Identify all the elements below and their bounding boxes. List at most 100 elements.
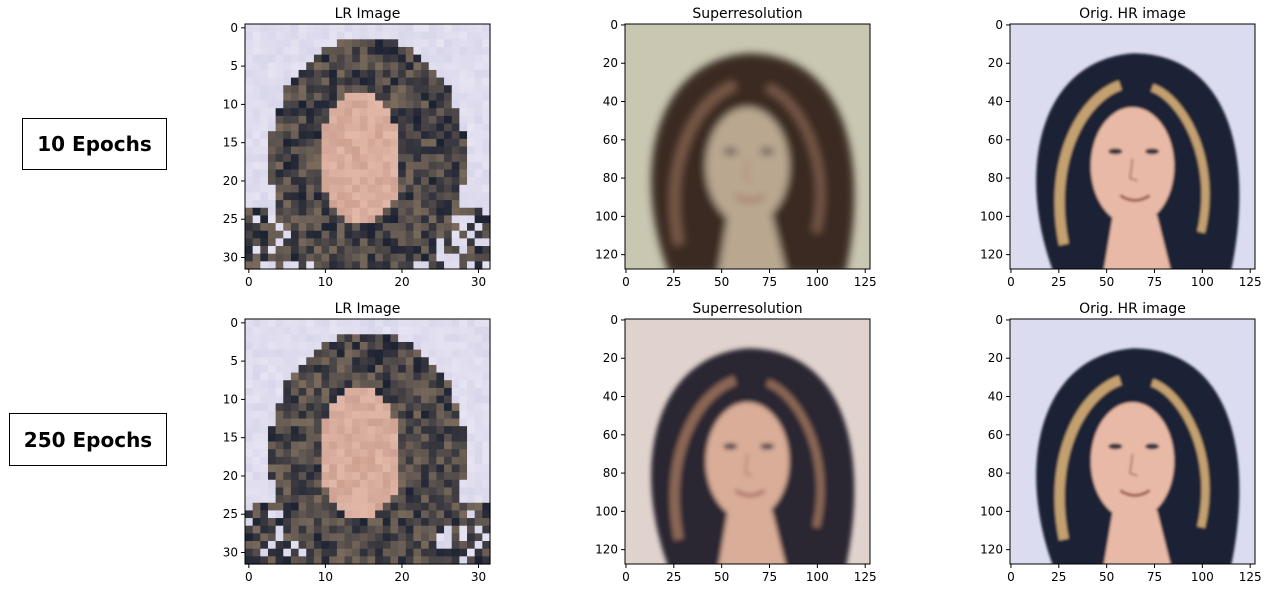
x-tick-label: 75 [762,275,777,289]
x-tick-label: 125 [854,275,877,289]
image-plot: Superresolution 0 20 40 60 80 100 120 0 25 50 75 100… [595,301,877,584]
y-tick-label: 60 [603,133,618,147]
row-label-250-epochs: 250 Epochs [9,413,167,466]
x-tick-label: 50 [714,570,729,584]
panel-sr-250: Superresolution 0 20 40 60 80 100 120 0 25 50 75 100… [585,297,885,587]
image-plot: Orig. HR image 0 20 40 60 80 100 120 0 25 50 75 100 1… [980,6,1262,289]
y-tick-label: 15 [223,136,238,150]
y-tick-label: 20 [603,56,618,70]
y-tick-label: 120 [595,543,618,557]
y-tick-label: 100 [980,209,1003,223]
image-plot: LR Image 0 5 10 15 20 25 30 0 10 20 30 [223,6,491,289]
y-tick-label: 80 [988,171,1003,185]
y-tick-label: 100 [595,504,618,518]
y-tick-label: 0 [230,21,238,35]
panel-title: Orig. HR image [1079,301,1186,317]
y-tick-label: 20 [223,174,238,188]
panel-title: Orig. HR image [1079,6,1186,22]
y-tick-label: 20 [988,351,1003,365]
y-tick-label: 40 [988,390,1003,404]
x-tick-label: 30 [471,570,486,584]
panel-title: Superresolution [692,6,802,22]
x-tick-label: 100 [1191,275,1214,289]
x-tick-label: 25 [1051,570,1066,584]
x-tick-label: 20 [394,275,409,289]
image-plot: Superresolution 0 20 40 60 80 100 120 0 25 50 75 100… [595,6,877,289]
axes-frame [1009,23,1256,270]
image-plot: Orig. HR image 0 20 40 60 80 100 120 0 25 50 75 100 1… [980,301,1262,584]
y-tick-label: 100 [980,504,1003,518]
panel-lr-10: LR Image 0 5 10 15 20 25 30 0 10 20 30 [205,2,505,292]
y-tick-label: 80 [603,466,618,480]
x-tick-label: 75 [1147,275,1162,289]
lr-image [245,24,491,270]
y-tick-label: 120 [595,248,618,262]
axes-frame [244,23,491,270]
y-tick-label: 100 [595,209,618,223]
x-tick-label: 0 [245,275,253,289]
y-tick-label: 120 [980,543,1003,557]
y-tick-label: 0 [995,313,1003,327]
axes-frame [244,318,491,565]
sr-image [625,24,870,269]
x-tick-label: 20 [394,570,409,584]
x-tick-label: 25 [666,275,681,289]
hr-image [1010,24,1255,269]
x-tick-label: 125 [1239,570,1262,584]
lr-image [245,319,491,565]
sr-image [625,319,870,564]
x-tick-label: 75 [762,570,777,584]
x-tick-label: 100 [806,570,829,584]
y-tick-label: 10 [223,392,238,406]
x-tick-label: 25 [1051,275,1066,289]
hr-image [1010,319,1255,564]
y-tick-label: 25 [223,212,238,226]
panel-sr-10: Superresolution 0 20 40 60 80 100 120 0 25 50 75 100… [585,2,885,292]
y-tick-label: 40 [988,95,1003,109]
y-tick-label: 25 [223,507,238,521]
y-tick-label: 30 [223,546,238,560]
y-tick-label: 15 [223,431,238,445]
row-label-10-epochs: 10 Epochs [22,118,167,170]
x-tick-label: 50 [1099,275,1114,289]
x-tick-label: 25 [666,570,681,584]
x-tick-label: 50 [1099,570,1114,584]
x-tick-label: 30 [471,275,486,289]
panel-title: LR Image [335,6,401,22]
panel-hr-10: Orig. HR image 0 20 40 60 80 100 120 0 25 50 75 100 1… [970,2,1270,292]
y-tick-label: 5 [230,354,238,368]
x-tick-label: 50 [714,275,729,289]
y-tick-label: 0 [995,18,1003,32]
y-tick-label: 20 [223,469,238,483]
y-tick-label: 10 [223,97,238,111]
panel-lr-250: LR Image 0 5 10 15 20 25 30 0 10 20 30 [205,297,505,587]
x-tick-label: 125 [1239,275,1262,289]
image-plot: LR Image 0 5 10 15 20 25 30 0 10 20 30 [223,301,491,584]
x-tick-label: 100 [806,275,829,289]
x-tick-label: 75 [1147,570,1162,584]
axes-frame [624,23,871,270]
x-tick-label: 10 [318,570,333,584]
y-tick-label: 40 [603,95,618,109]
x-tick-label: 0 [1007,275,1015,289]
x-tick-label: 125 [854,570,877,584]
y-tick-label: 0 [610,18,618,32]
y-tick-label: 60 [988,133,1003,147]
y-tick-label: 20 [603,351,618,365]
y-tick-label: 0 [230,316,238,330]
axes-frame [1009,318,1256,565]
panel-title: LR Image [335,301,401,317]
y-tick-label: 80 [603,171,618,185]
y-tick-label: 20 [988,56,1003,70]
x-tick-label: 100 [1191,570,1214,584]
x-tick-label: 0 [245,570,253,584]
axes-frame [624,318,871,565]
panel-hr-250: Orig. HR image 0 20 40 60 80 100 120 0 25 50 75 100 1… [970,297,1270,587]
x-tick-label: 0 [1007,570,1015,584]
x-tick-label: 0 [622,570,630,584]
y-tick-label: 30 [223,251,238,265]
y-tick-label: 0 [610,313,618,327]
y-tick-label: 60 [603,428,618,442]
x-tick-label: 10 [318,275,333,289]
x-tick-label: 0 [622,275,630,289]
